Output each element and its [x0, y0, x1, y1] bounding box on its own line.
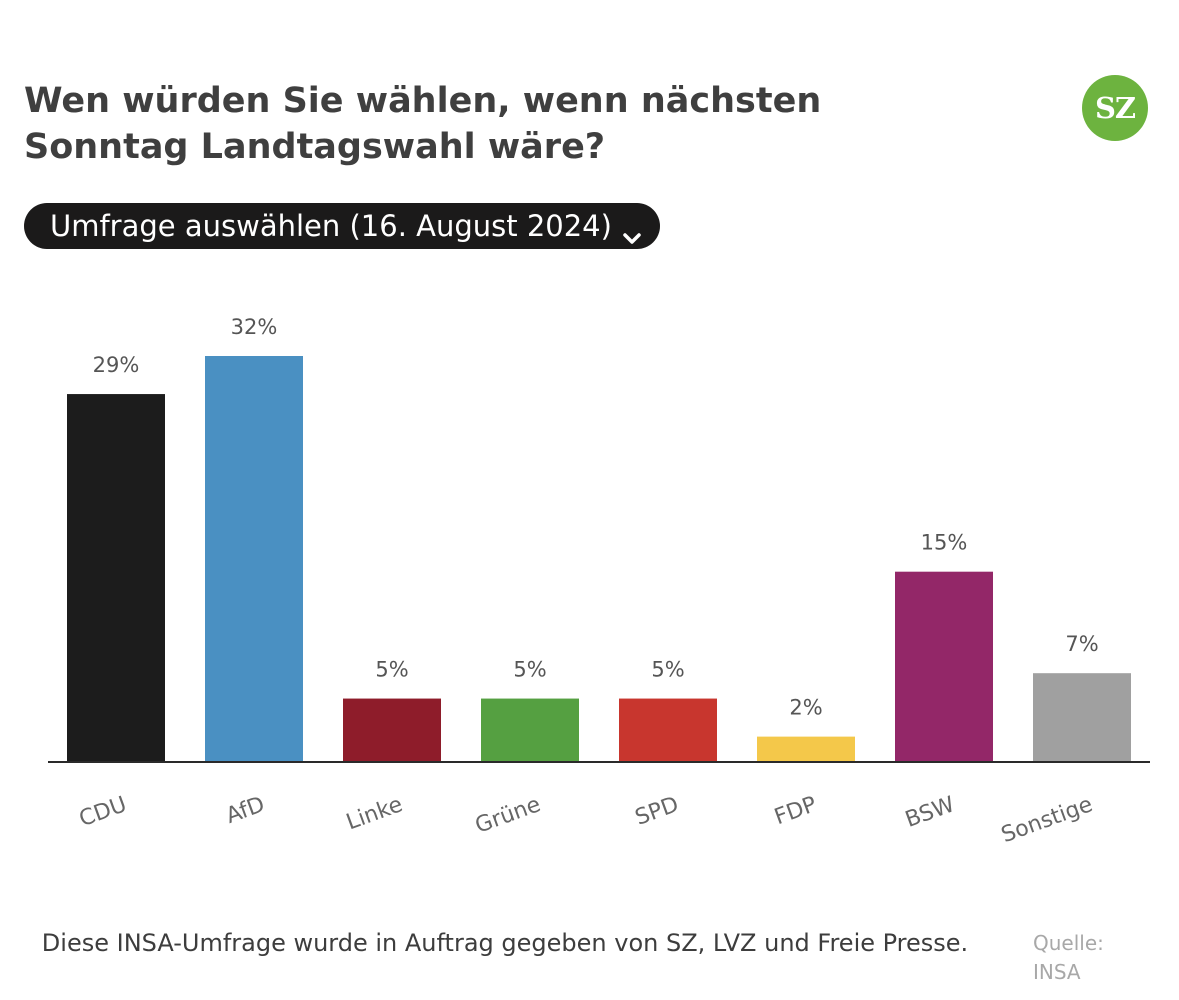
bar-cdu [67, 394, 165, 762]
source-note: Quelle: INSA [1033, 931, 1104, 984]
value-label-sonstige: 7% [1065, 632, 1098, 656]
value-label-cdu: 29% [93, 353, 140, 377]
value-label-spd: 5% [651, 658, 684, 682]
category-label-bsw: BSW [902, 792, 958, 833]
chart-title: Wen würden Sie wählen, wenn nächsten Son… [24, 81, 822, 167]
bars-layer: 29% CDU 32% AfD 5% Linke 5% Grüne 5% SPD 2% FDP 15% B… [67, 315, 1131, 848]
bar-fdp [757, 736, 855, 762]
sz-logo: SZ [1082, 75, 1148, 141]
bar-sonstige [1033, 673, 1131, 762]
category-label-spd: SPD [632, 792, 682, 831]
bar-grüne [481, 698, 579, 762]
bar-linke [343, 698, 441, 762]
chevron-down-icon [622, 219, 642, 244]
poll-selector-dropdown[interactable]: Umfrage auswählen (16. August 2024) [24, 203, 660, 249]
bar-spd [619, 698, 717, 762]
category-label-fdp: FDP [771, 792, 820, 830]
footer-note: Diese INSA-Umfrage wurde in Auftrag gege… [41, 929, 969, 957]
value-label-grüne: 5% [513, 658, 546, 682]
category-label-afd: AfD [223, 792, 268, 829]
value-label-linke: 5% [375, 658, 408, 682]
category-label-sonstige: Sonstige [998, 792, 1096, 848]
value-label-bsw: 15% [921, 531, 968, 555]
category-label-linke: Linke [343, 792, 406, 835]
category-label-grüne: Grüne [472, 792, 544, 839]
bar-bsw [895, 571, 993, 762]
category-label-cdu: CDU [76, 792, 130, 832]
value-label-fdp: 2% [789, 696, 822, 720]
poll-selector-label: Umfrage auswählen (16. August 2024) [50, 209, 612, 243]
value-label-afd: 32% [231, 315, 278, 339]
bar-chart: 29% CDU 32% AfD 5% Linke 5% Grüne 5% SPD 2% FDP 15% B… [48, 315, 1150, 848]
bar-afd [205, 356, 303, 762]
